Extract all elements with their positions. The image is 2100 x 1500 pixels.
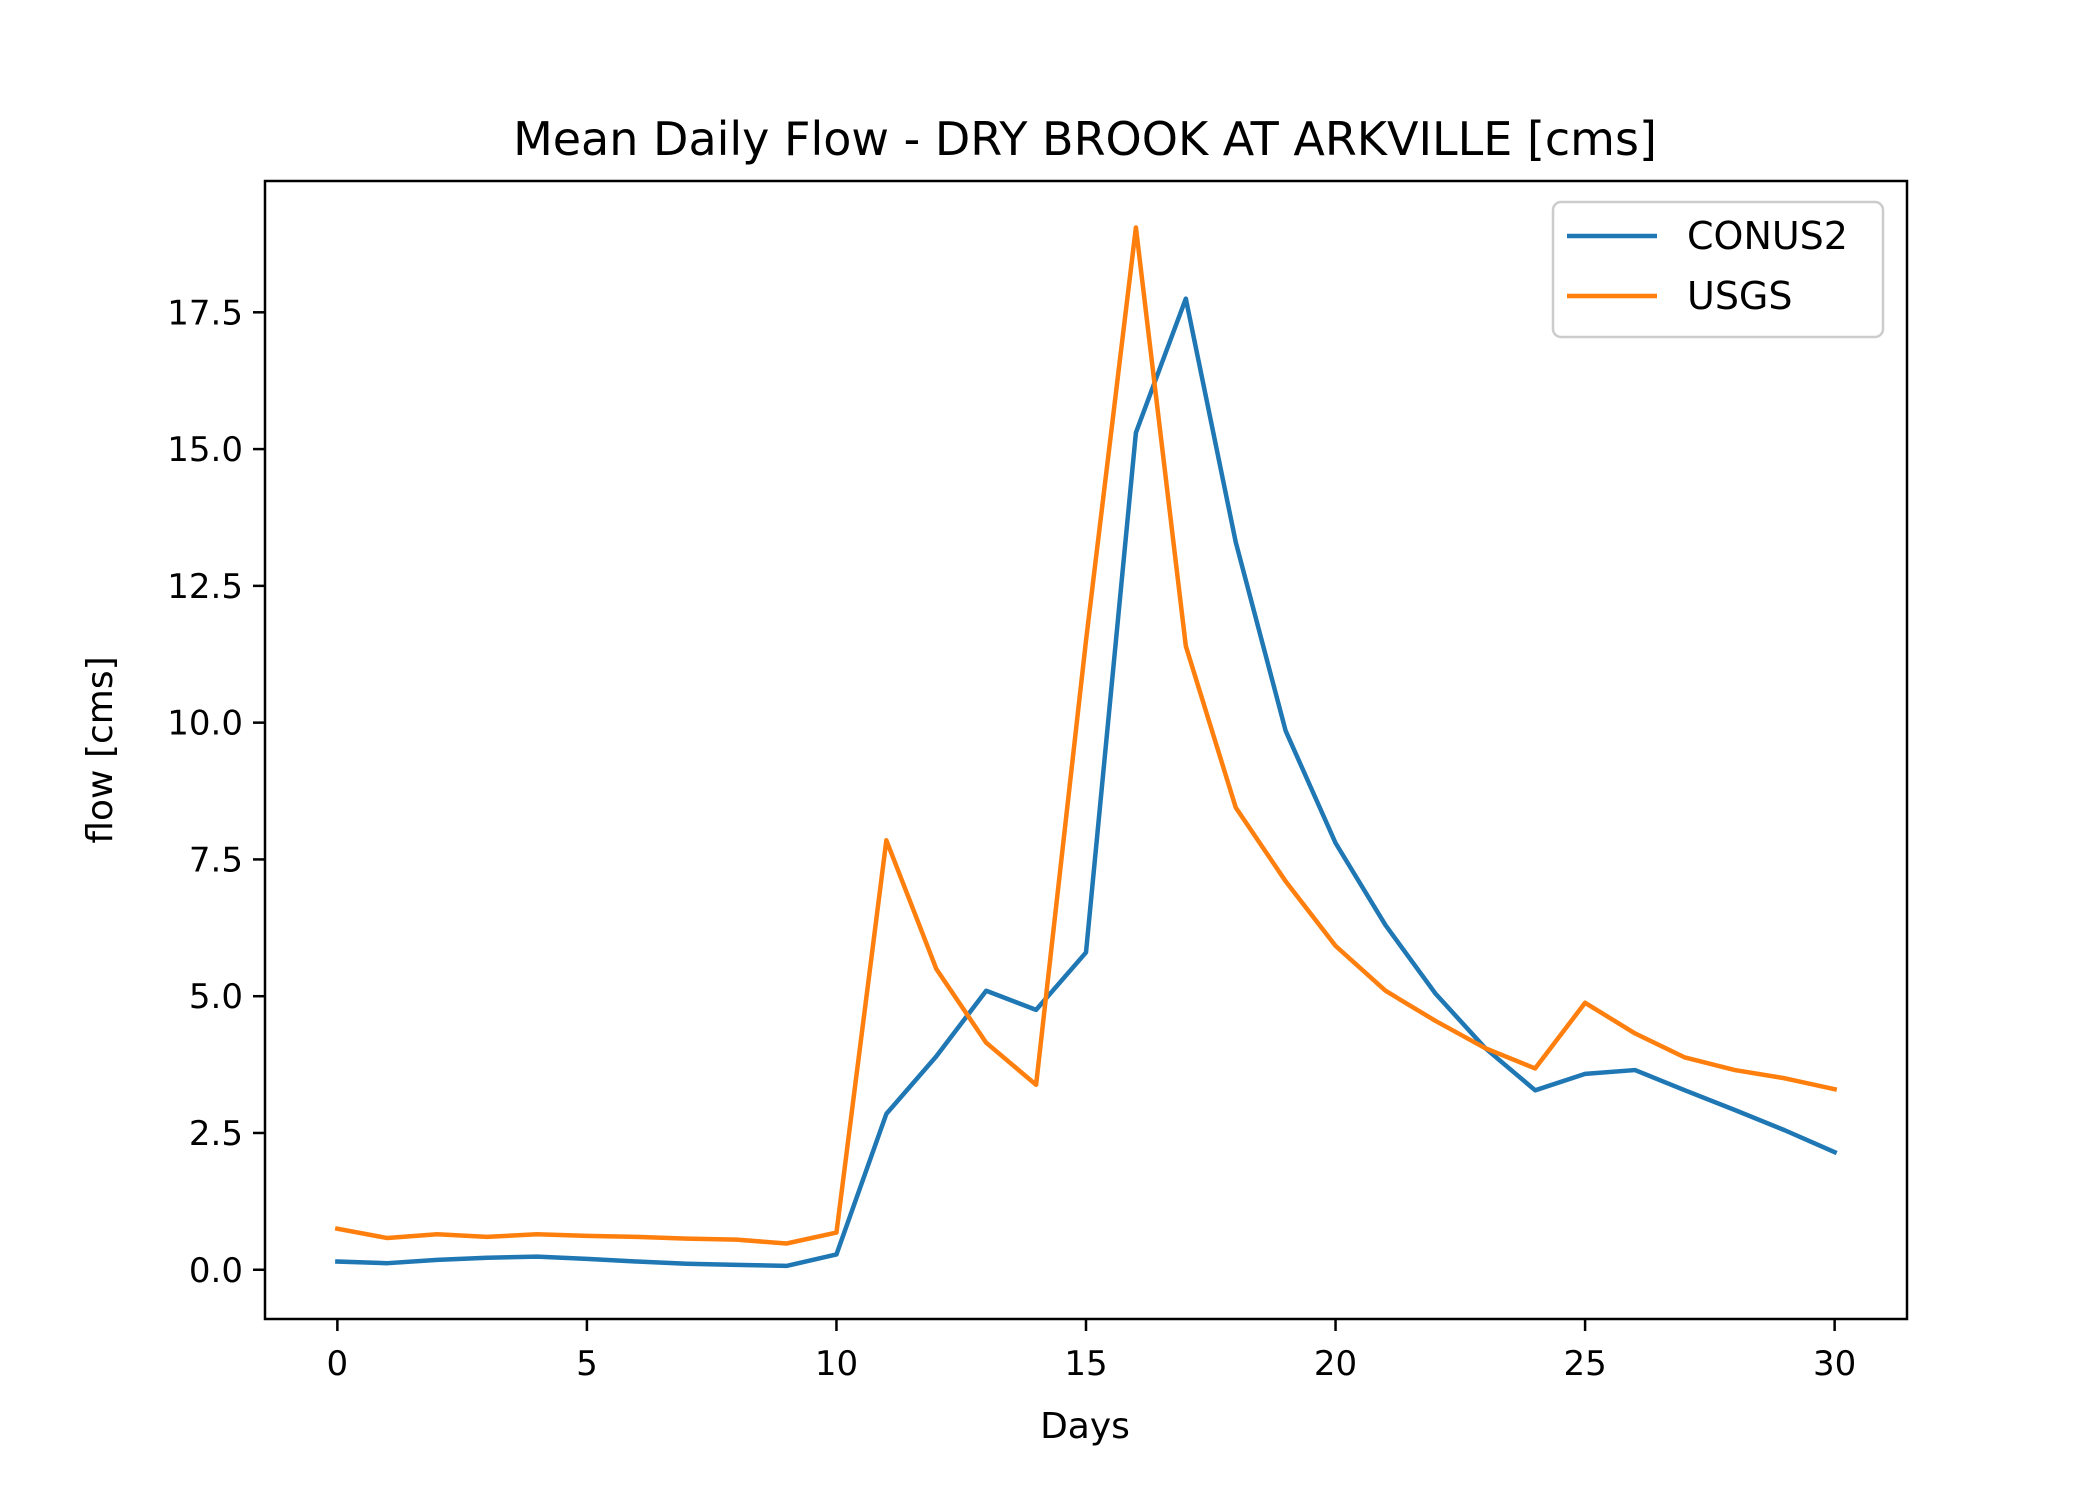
y-tick-label: 0.0 (189, 1251, 243, 1291)
y-axis: 0.0 2.5 5.0 7.5 10.0 12.5 15.0 17.5 (167, 293, 265, 1291)
series-line-conus2 (335, 296, 1838, 1269)
x-tick-label: 10 (815, 1344, 858, 1384)
x-tick-label: 30 (1813, 1344, 1856, 1384)
x-tick-label: 5 (576, 1344, 598, 1384)
x-tick-label: 25 (1563, 1344, 1606, 1384)
y-tick-label: 15.0 (167, 430, 243, 470)
y-tick-label: 17.5 (167, 293, 243, 333)
y-tick-label: 7.5 (189, 840, 243, 880)
legend-label-conus2: CONUS2 (1687, 214, 1848, 258)
y-axis-label: flow [cms] (80, 656, 121, 843)
y-tick-label: 5.0 (189, 977, 243, 1017)
chart-title: Mean Daily Flow - DRY BROOK AT ARKVILLE … (513, 112, 1657, 166)
y-tick-label: 10.0 (167, 704, 243, 744)
y-tick-label: 2.5 (189, 1114, 243, 1154)
series-line-usgs (334, 225, 1838, 1246)
legend: CONUS2 USGS (1551, 200, 1885, 339)
x-axis: 0 5 10 15 20 25 30 (327, 1319, 1856, 1384)
legend-label-usgs: USGS (1687, 274, 1793, 318)
series-lines (334, 225, 1838, 1269)
x-tick-label: 15 (1064, 1344, 1107, 1384)
y-tick-label: 12.5 (167, 567, 243, 607)
x-tick-label: 0 (327, 1344, 349, 1384)
x-axis-label: Days (1040, 1406, 1130, 1447)
x-tick-label: 20 (1314, 1344, 1357, 1384)
